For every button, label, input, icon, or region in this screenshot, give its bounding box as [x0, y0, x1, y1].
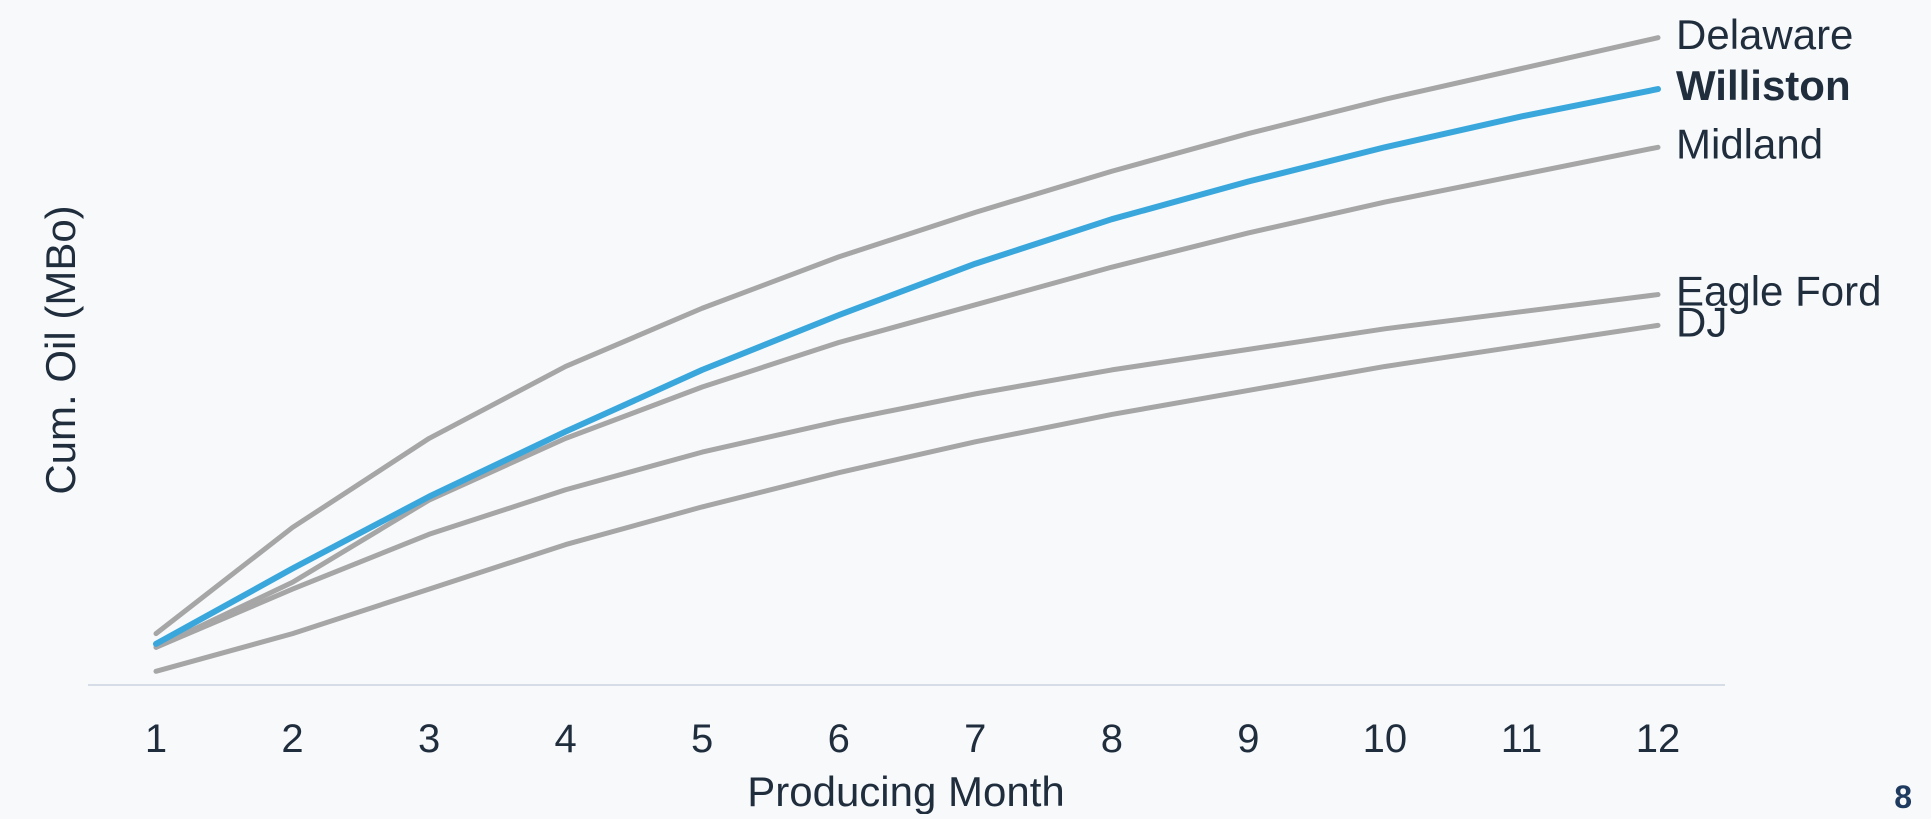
- x-tick-label-5: 5: [691, 717, 713, 761]
- x-tick-label-11: 11: [1501, 717, 1543, 761]
- page-number: 8: [1894, 779, 1912, 814]
- x-tick-label-8: 8: [1101, 717, 1123, 761]
- series-label-delaware: Delaware: [1676, 11, 1853, 58]
- x-axis-title: Producing Month: [747, 768, 1065, 814]
- x-tick-labels: 1 2 3 4 5 6 7 8 9 10 11 12: [145, 717, 1680, 761]
- series-label-dj: DJ: [1676, 298, 1727, 345]
- series-label-midland: Midland: [1676, 120, 1823, 167]
- x-tick-label-4: 4: [555, 717, 577, 761]
- series-label-williston: Williston: [1676, 62, 1851, 109]
- x-tick-label-10: 10: [1363, 717, 1408, 761]
- x-tick-label-9: 9: [1237, 717, 1259, 761]
- series-label-eagle-ford: Eagle Ford: [1676, 268, 1881, 315]
- series-line-midland: [153, 144, 1661, 650]
- series-line-dj: [153, 322, 1661, 674]
- x-tick-label-1: 1: [145, 717, 167, 761]
- series-lines: [153, 35, 1661, 674]
- x-tick-label-3: 3: [418, 717, 440, 761]
- y-axis-title: Cum. Oil (MBo): [37, 205, 84, 494]
- x-tick-label-2: 2: [281, 717, 303, 761]
- x-tick-label-7: 7: [964, 717, 986, 761]
- x-tick-label-6: 6: [828, 717, 850, 761]
- series-line-delaware: [153, 35, 1661, 637]
- series-line-williston: [153, 86, 1661, 647]
- x-tick-label-12: 12: [1636, 717, 1681, 761]
- series-line-eagle-ford: [153, 292, 1661, 650]
